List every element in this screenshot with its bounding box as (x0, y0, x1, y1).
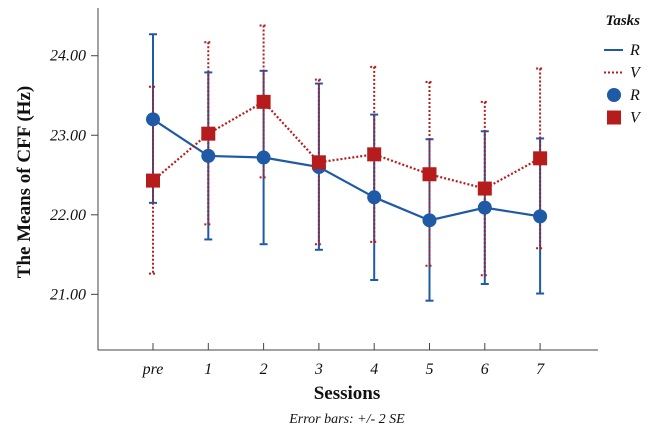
error-bar-note: Error bars: +/- 2 SE (288, 412, 405, 427)
y-tick-label: 23.00 (50, 127, 86, 144)
point-v (477, 181, 492, 196)
legend-label: R (629, 42, 640, 59)
point-v (422, 167, 437, 182)
y-tick-label: 22.00 (50, 207, 86, 224)
point-v (533, 151, 548, 166)
x-tick-label: 5 (426, 361, 434, 378)
legend-marker-v (607, 110, 621, 125)
point-v (146, 173, 160, 188)
legend-title: Tasks (606, 13, 641, 29)
point-r (422, 213, 437, 228)
x-tick-label: 1 (204, 361, 212, 378)
point-v (311, 155, 326, 170)
axes (97, 8, 598, 351)
x-tick-label: 2 (260, 361, 268, 378)
point-v (256, 94, 271, 109)
series-line-v (152, 100, 541, 190)
x-tick-label: 3 (314, 361, 323, 378)
point-r (146, 112, 160, 127)
legend-label: R (629, 87, 640, 104)
point-r (477, 200, 492, 215)
point-r (533, 209, 548, 224)
point-r (367, 190, 382, 205)
x-ticks: pre 1 2 3 4 5 6 7 (142, 343, 545, 378)
point-v (367, 147, 382, 162)
point-r (256, 150, 271, 165)
x-tick-label: 4 (370, 361, 378, 378)
legend-marker-r (607, 88, 621, 102)
x-tick-label: 7 (536, 361, 545, 378)
series-line-r (152, 118, 541, 222)
point-v (201, 126, 216, 141)
point-r (201, 148, 216, 163)
legend-label: V (630, 65, 642, 82)
y-ticks: 21.00 22.00 23.00 24.00 (50, 48, 98, 303)
x-tick-label: pre (142, 361, 164, 378)
series-lines (152, 100, 541, 222)
error-bars (149, 24, 545, 302)
y-axis-label: The Means of CFF (Hz) (14, 86, 35, 278)
x-tick-label: 6 (481, 361, 489, 378)
y-tick-label: 21.00 (50, 286, 86, 303)
x-axis-label: Sessions (314, 383, 381, 404)
series-markers (146, 94, 548, 228)
y-tick-label: 24.00 (50, 48, 86, 65)
legend-label: V (630, 110, 642, 127)
